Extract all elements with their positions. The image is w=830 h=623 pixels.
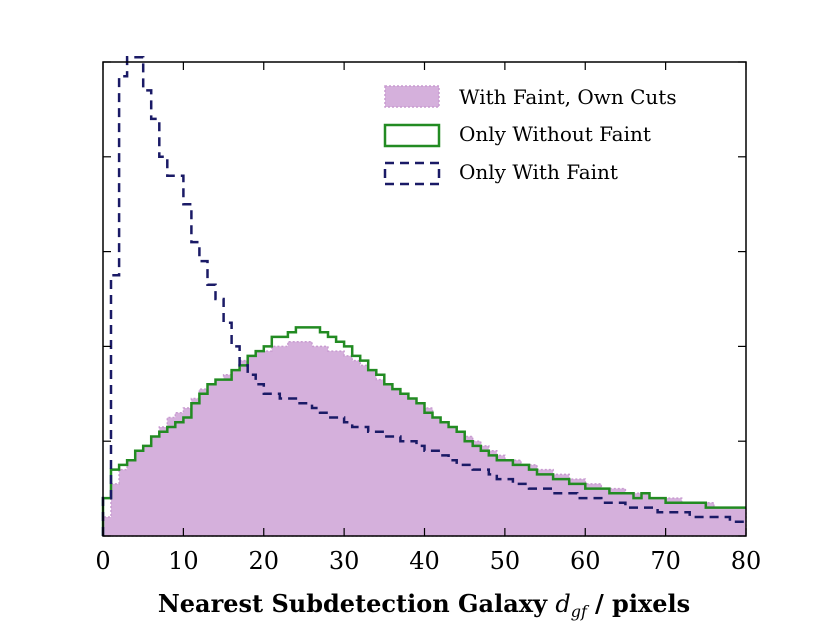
x-tick-label-60: 60 [570,547,601,575]
x-tick-label-20: 20 [248,547,279,575]
x-axis-label-suffix: / pixels [595,589,690,618]
x-tick-label-40: 40 [409,547,440,575]
x-axis-label-text: Nearest Subdetection Galaxy [158,589,548,618]
x-tick-label-30: 30 [329,547,360,575]
x-tick-label-10: 10 [168,547,199,575]
x-tick-label-0: 0 [95,547,110,575]
legend-label-step: Only Without Faint [459,122,651,146]
series-1-step [101,326,746,536]
legend-swatch-filled [384,85,440,108]
x-tick-label-70: 70 [650,547,681,575]
series-2-dashed-step [101,56,746,536]
legend-label-filled: With Faint, Own Cuts [459,85,677,109]
x-axis-label: Nearest Subdetection Galaxy dgf / pixels [158,589,690,621]
series-layer [101,56,747,537]
tick-layer: 0 10 20 30 40 50 60 70 80 [95,61,762,575]
x-axis-label-math-sub: gf [571,602,590,621]
legend-swatch-step [383,123,441,148]
legend: With Faint, Own Cuts Only Without Faint … [383,85,677,186]
x-tick-label-50: 50 [490,547,521,575]
legend-swatch-dashed [383,161,441,186]
x-axis-label-math: d [555,590,570,618]
legend-label-dashed: Only With Faint [459,160,618,184]
x-tick-label-80: 80 [731,547,762,575]
